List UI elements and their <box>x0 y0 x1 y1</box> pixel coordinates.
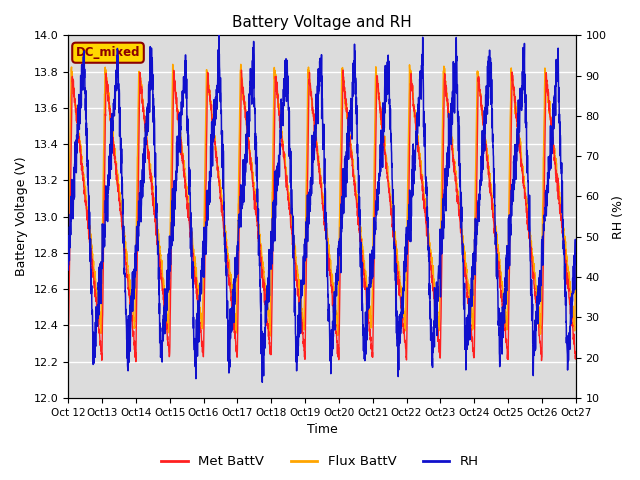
Title: Battery Voltage and RH: Battery Voltage and RH <box>232 15 412 30</box>
Legend: Met BattV, Flux BattV, RH: Met BattV, Flux BattV, RH <box>156 450 484 473</box>
X-axis label: Time: Time <box>307 423 337 436</box>
Y-axis label: RH (%): RH (%) <box>612 195 625 239</box>
Y-axis label: Battery Voltage (V): Battery Voltage (V) <box>15 157 28 276</box>
Text: DC_mixed: DC_mixed <box>76 46 140 59</box>
